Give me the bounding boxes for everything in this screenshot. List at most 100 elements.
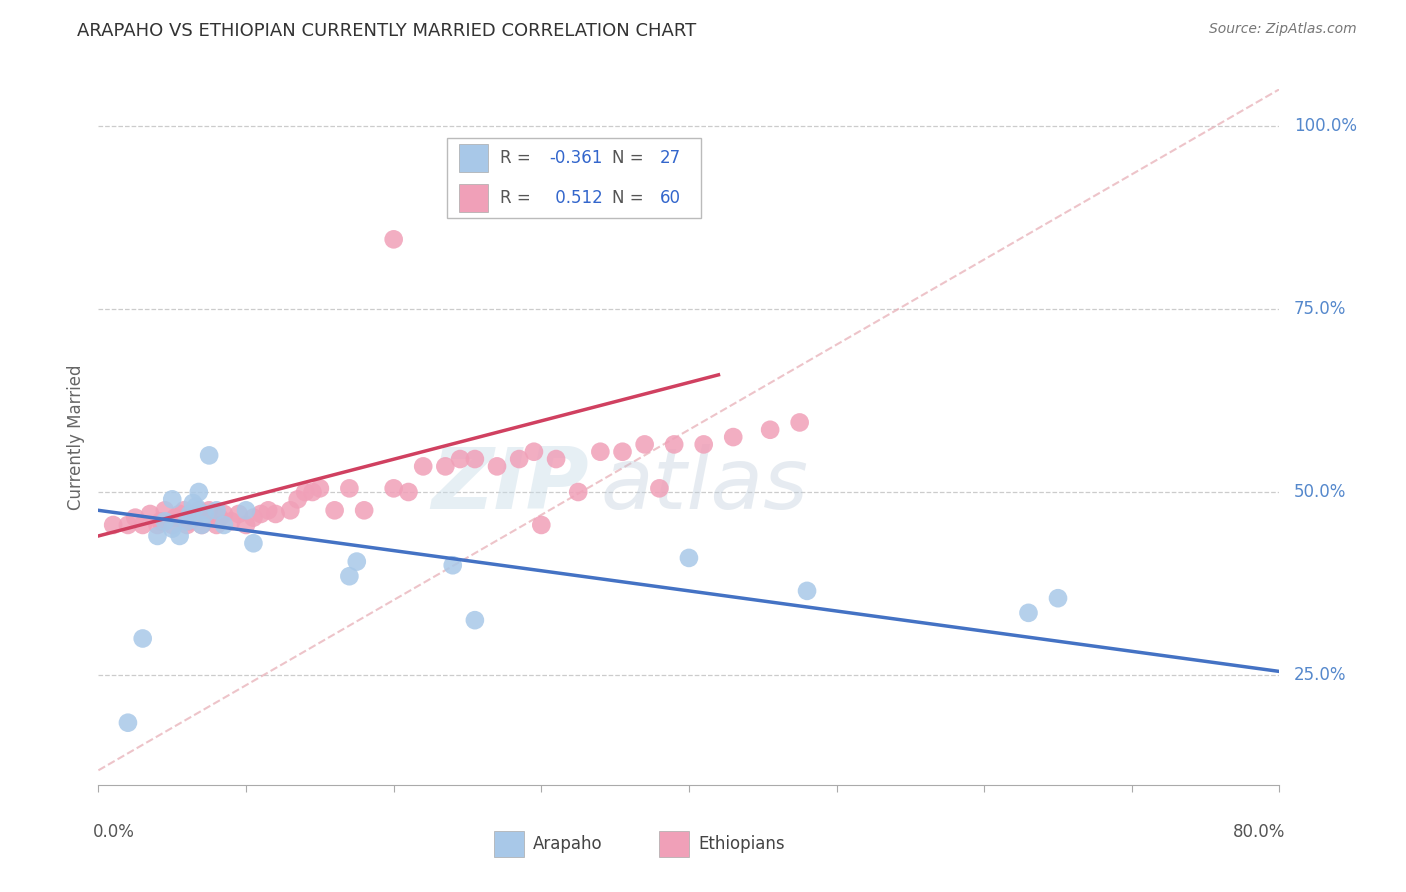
- Point: [1018, 606, 1040, 620]
- Text: 25.0%: 25.0%: [1294, 666, 1346, 684]
- Point: [339, 569, 361, 583]
- Point: [205, 518, 228, 533]
- FancyBboxPatch shape: [494, 830, 523, 857]
- Text: 50.0%: 50.0%: [1294, 483, 1346, 501]
- Point: [181, 510, 204, 524]
- Point: [117, 518, 139, 533]
- Point: [530, 518, 553, 533]
- Text: -0.361: -0.361: [550, 149, 603, 167]
- Text: R =: R =: [501, 149, 530, 167]
- Point: [132, 518, 155, 533]
- Point: [634, 437, 657, 451]
- Point: [464, 452, 486, 467]
- Text: Source: ZipAtlas.com: Source: ZipAtlas.com: [1209, 22, 1357, 37]
- Point: [346, 555, 368, 569]
- Point: [149, 514, 172, 528]
- Point: [187, 503, 209, 517]
- Point: [191, 518, 214, 533]
- Point: [589, 444, 612, 458]
- Point: [212, 507, 235, 521]
- FancyBboxPatch shape: [458, 184, 488, 211]
- Point: [1046, 591, 1070, 606]
- Text: 60: 60: [659, 189, 681, 207]
- Point: [198, 503, 221, 517]
- Point: [441, 558, 464, 573]
- Point: [146, 529, 169, 543]
- Text: Arapaho: Arapaho: [533, 835, 603, 853]
- Point: [184, 507, 207, 521]
- Point: [434, 459, 457, 474]
- Point: [789, 416, 811, 430]
- Point: [323, 503, 346, 517]
- Y-axis label: Currently Married: Currently Married: [66, 364, 84, 510]
- Point: [257, 503, 280, 517]
- Point: [301, 485, 323, 500]
- Point: [693, 437, 716, 451]
- Point: [678, 550, 700, 565]
- Point: [187, 485, 209, 500]
- Text: 27: 27: [659, 149, 681, 167]
- Point: [759, 423, 782, 437]
- Point: [287, 492, 309, 507]
- Point: [103, 518, 125, 533]
- Point: [146, 518, 169, 533]
- Point: [139, 507, 162, 521]
- Point: [339, 481, 361, 495]
- Text: 75.0%: 75.0%: [1294, 300, 1346, 318]
- Point: [184, 500, 207, 514]
- Text: ARAPAHO VS ETHIOPIAN CURRENTLY MARRIED CORRELATION CHART: ARAPAHO VS ETHIOPIAN CURRENTLY MARRIED C…: [77, 22, 696, 40]
- Point: [796, 583, 818, 598]
- Point: [280, 503, 302, 517]
- Point: [242, 510, 264, 524]
- Point: [153, 503, 176, 517]
- Point: [546, 452, 568, 467]
- Point: [176, 514, 198, 528]
- Point: [165, 510, 187, 524]
- Point: [235, 503, 257, 517]
- Point: [486, 459, 509, 474]
- Point: [212, 518, 235, 533]
- Point: [382, 481, 405, 495]
- Point: [181, 496, 204, 510]
- Point: [169, 529, 191, 543]
- Point: [208, 510, 231, 524]
- Point: [179, 507, 201, 521]
- Text: N =: N =: [612, 149, 644, 167]
- Point: [412, 459, 434, 474]
- Point: [176, 518, 198, 533]
- Point: [250, 507, 273, 521]
- Point: [153, 514, 176, 528]
- Text: ZIP: ZIP: [430, 444, 589, 527]
- Point: [221, 514, 243, 528]
- Point: [464, 613, 486, 627]
- Point: [194, 507, 217, 521]
- Point: [449, 452, 471, 467]
- Point: [309, 481, 332, 495]
- Point: [194, 510, 217, 524]
- Point: [162, 492, 183, 507]
- Point: [294, 485, 316, 500]
- Point: [228, 507, 250, 521]
- Point: [567, 485, 589, 500]
- Text: N =: N =: [612, 189, 644, 207]
- Text: 0.0%: 0.0%: [93, 823, 135, 841]
- Point: [198, 449, 221, 463]
- Point: [117, 715, 139, 730]
- Point: [648, 481, 671, 495]
- FancyBboxPatch shape: [458, 144, 488, 172]
- Point: [523, 444, 546, 458]
- Point: [242, 536, 264, 550]
- FancyBboxPatch shape: [659, 830, 689, 857]
- Point: [723, 430, 745, 444]
- Point: [382, 232, 405, 246]
- Point: [162, 518, 183, 533]
- Point: [191, 518, 214, 533]
- Text: atlas: atlas: [600, 444, 808, 527]
- Text: 80.0%: 80.0%: [1233, 823, 1285, 841]
- Point: [179, 514, 201, 528]
- Point: [353, 503, 375, 517]
- Point: [508, 452, 530, 467]
- Point: [235, 518, 257, 533]
- Point: [124, 510, 146, 524]
- Point: [664, 437, 686, 451]
